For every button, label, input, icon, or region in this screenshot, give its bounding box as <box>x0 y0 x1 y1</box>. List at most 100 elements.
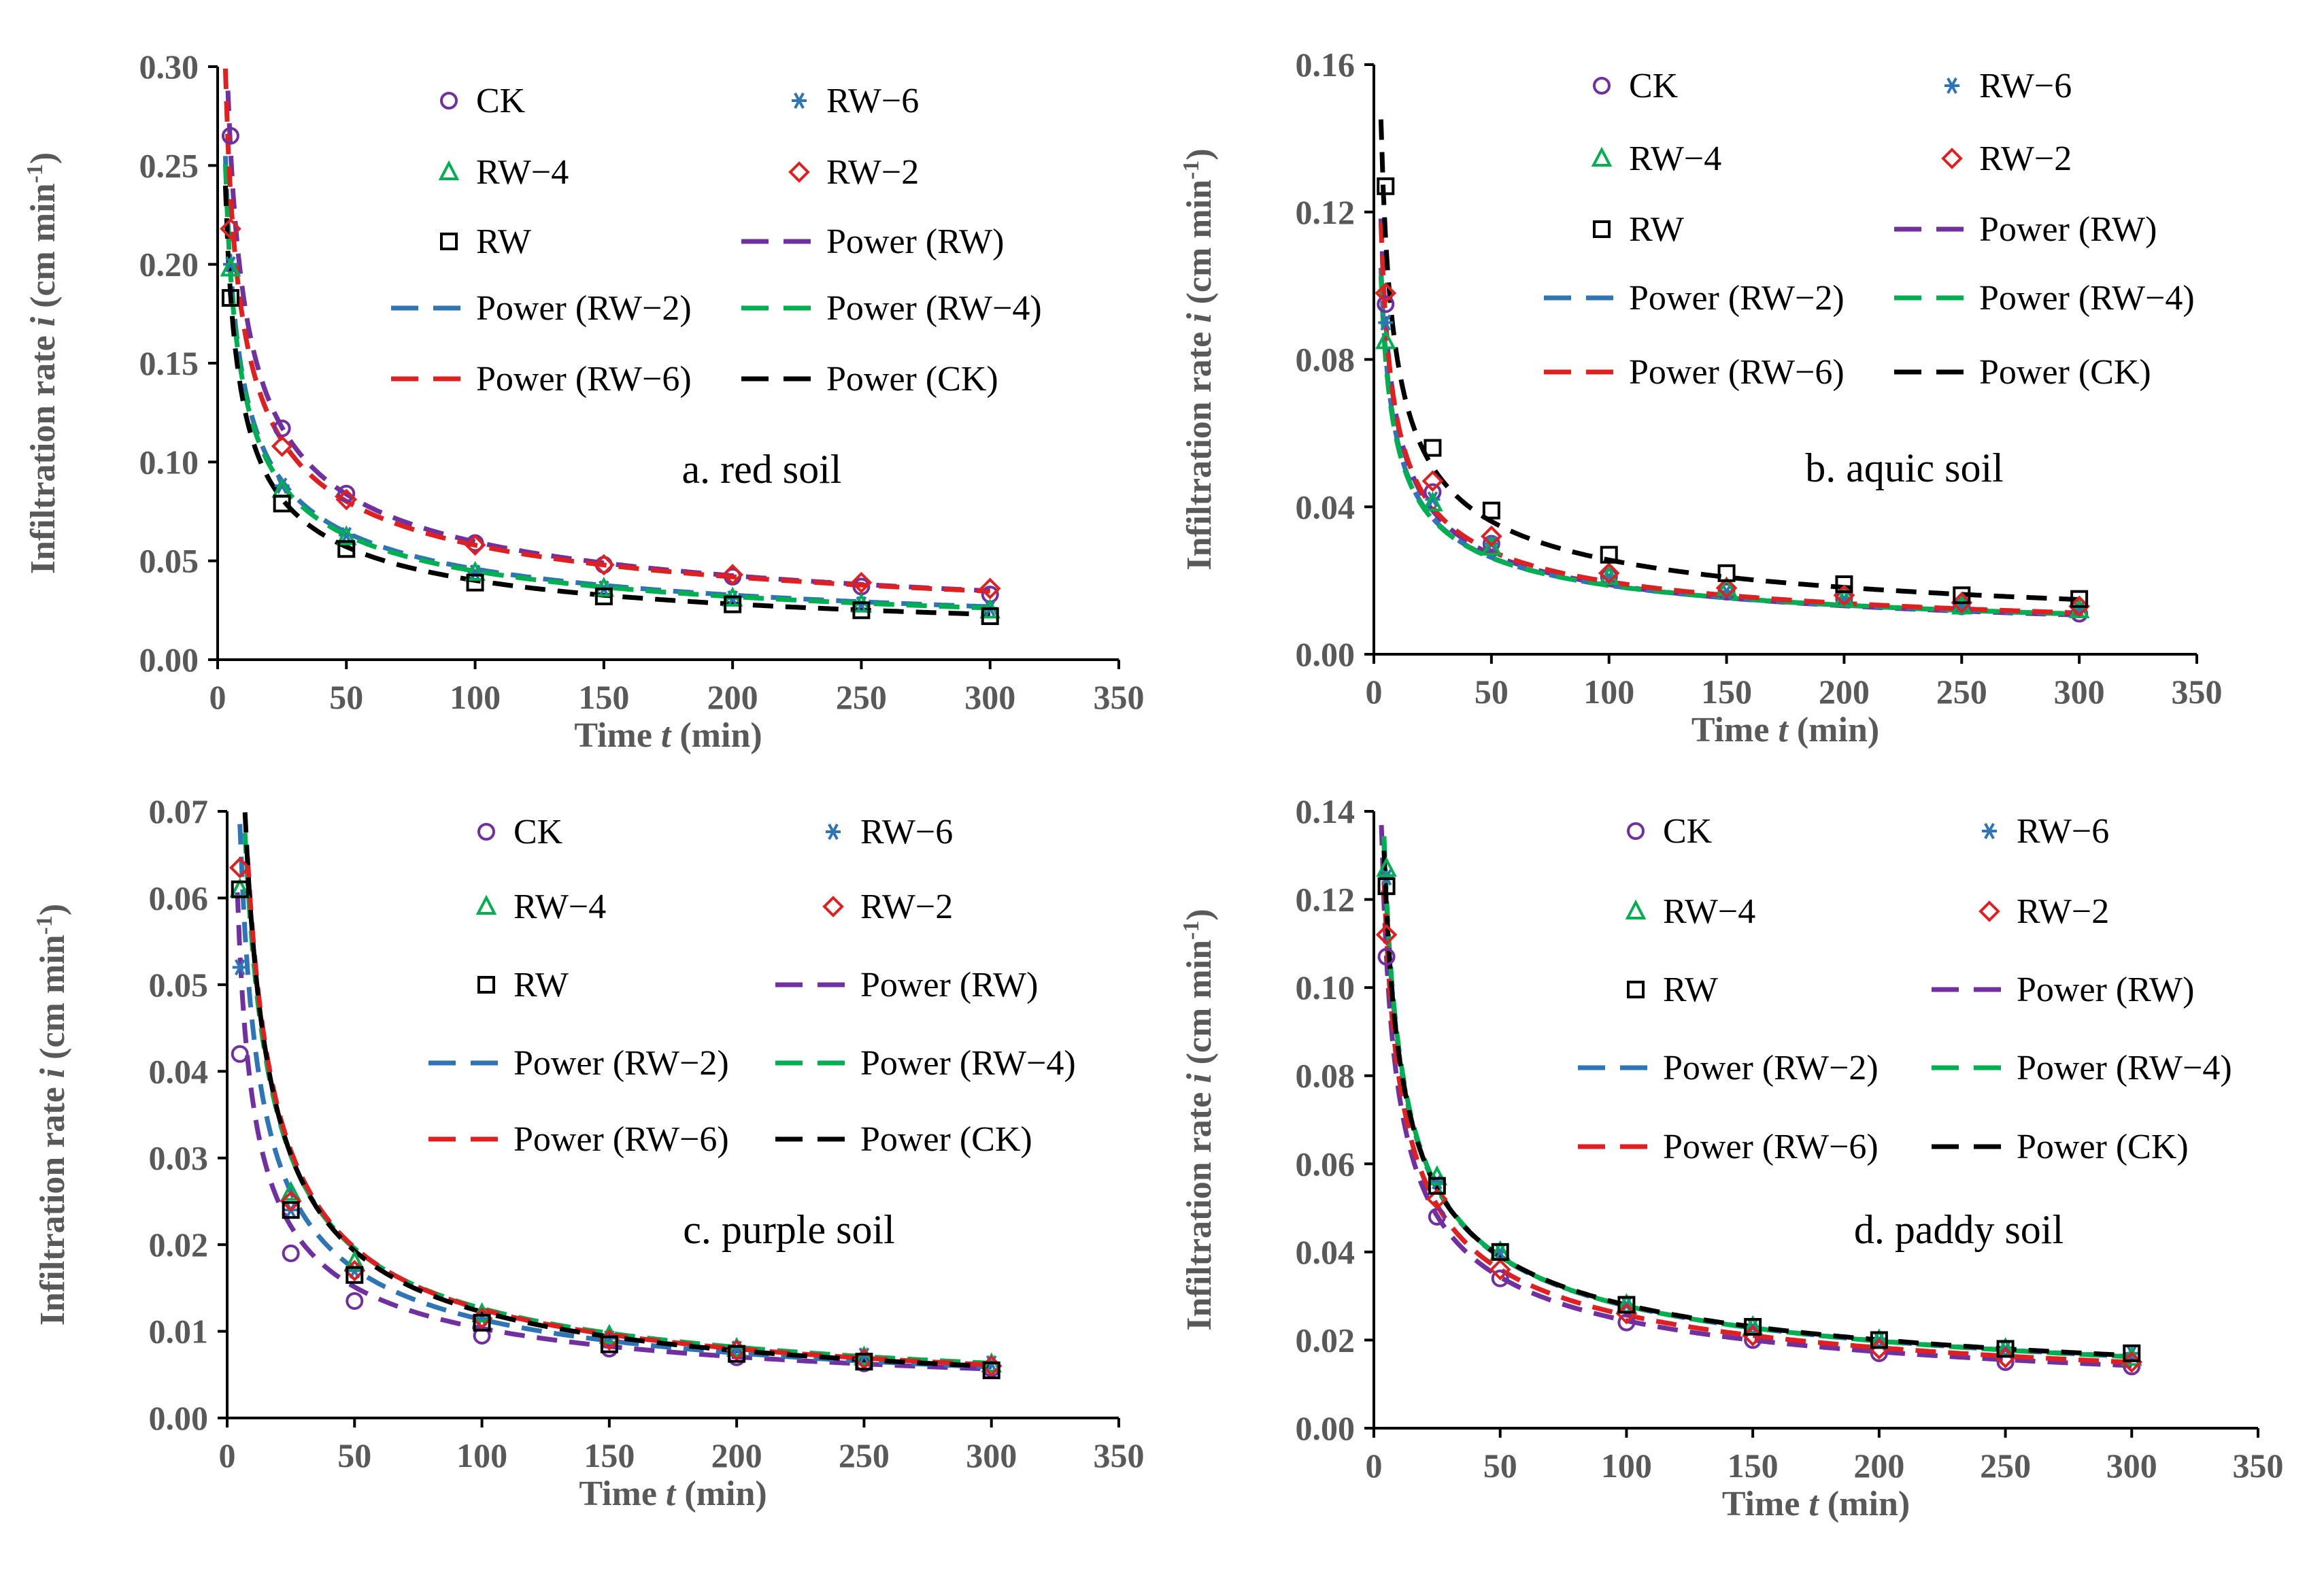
x-tick-label: 150 <box>578 678 629 716</box>
x-tick-label: 50 <box>329 678 363 716</box>
x-axis-label-suffix: (min) <box>1819 1485 1910 1523</box>
legend-label: RW−6 <box>826 82 919 120</box>
y-tick-label: 0.00 <box>139 641 199 679</box>
y-tick-label: 0.00 <box>1296 1409 1355 1447</box>
data-point-rw-2 <box>464 534 486 556</box>
data-point-rw-4 <box>593 577 615 597</box>
data-point-rw <box>337 540 356 558</box>
x-tick-label: 200 <box>1853 1447 1904 1485</box>
y-tick-label: 0.20 <box>139 246 199 284</box>
y-tick-label: 0.04 <box>1296 1233 1355 1271</box>
y-axis-label: Infiltration rate i (cm min-1) <box>1179 909 1219 1330</box>
data-point-ck <box>346 1291 364 1310</box>
x-tick-label: 0 <box>1366 673 1383 711</box>
data-point-rw <box>852 601 871 620</box>
data-point-rw-2 <box>1375 924 1398 946</box>
data-point-rw-2 <box>2121 1351 2143 1373</box>
data-point-rw <box>1996 1340 2015 1358</box>
y-axis-label-end: ) <box>24 152 63 164</box>
legend-label: Power (RW−2) <box>513 1044 729 1083</box>
legend-marker-rw-6 <box>1944 78 1959 94</box>
y-axis-label-end: ) <box>1180 148 1219 160</box>
data-point-rw-2 <box>1742 1325 1764 1347</box>
data-point-rw-4 <box>1426 1165 1448 1185</box>
legend-marker-ck <box>477 823 495 841</box>
data-point-rw-2 <box>1421 470 1444 492</box>
legend-label: Power (RW−4) <box>826 289 1042 328</box>
data-point-rw-2 <box>1598 562 1620 584</box>
x-tick-label: 350 <box>2233 1447 2284 1485</box>
y-tick-label: 0.16 <box>1296 46 1355 84</box>
legend-marker-rw-4 <box>438 160 460 180</box>
legend-label: Power (RW−2) <box>476 289 692 328</box>
data-point-rw <box>981 607 999 626</box>
legend-marker-rw-2 <box>1978 900 2000 922</box>
fit-line-power-rw-2 <box>1378 267 2080 617</box>
x-tick-label: 300 <box>2054 673 2105 711</box>
legend-label: RW−2 <box>860 888 953 926</box>
data-point-ck <box>337 484 356 503</box>
data-point-rw <box>728 1345 746 1363</box>
panel-a-red-soil: 0 50 100 150 200 250 300 350 0.00 0.05 0.10 0.15 0.2… <box>22 48 1145 755</box>
legend-marker-rw-6 <box>1982 823 1997 839</box>
data-point-rw <box>1482 501 1500 520</box>
data-point-rw <box>1953 586 1971 605</box>
x-axis-label: Time t (min) <box>574 716 762 755</box>
legend-label: CK <box>1629 67 1679 105</box>
data-point-rw <box>1424 439 1442 457</box>
y-tick-label: 0.14 <box>1296 792 1355 830</box>
legend-label: Power (RW−2) <box>1629 279 1845 318</box>
legend-marker-rw-4 <box>475 894 497 915</box>
data-point-rw <box>473 1313 491 1332</box>
x-tick-label: 300 <box>2106 1447 2157 1485</box>
panel-d-paddy-soil: 0 50 100 150 200 250 300 350 0.00 0.02 0.04 0.06 0.0… <box>1179 792 2284 1523</box>
legend-label: RW <box>476 222 531 261</box>
data-point-rw-2 <box>1868 1338 1890 1360</box>
legend-label: CK <box>476 82 526 120</box>
x-tick-label: 0 <box>1366 1447 1383 1485</box>
data-point-rw <box>724 595 742 613</box>
data-point-rw-2 <box>722 564 743 586</box>
x-tick-label: 250 <box>1936 673 1987 711</box>
y-tick-label: 0.05 <box>139 542 199 580</box>
panel-title: c. purple soil <box>683 1207 895 1252</box>
data-point-rw <box>1600 545 1618 564</box>
y-axis-label-prefix: Infiltration rate <box>33 1078 72 1325</box>
legend-label: RW−2 <box>2017 892 2109 931</box>
data-point-rw-4 <box>335 525 357 545</box>
data-point-rw-2 <box>979 577 1001 600</box>
y-tick-label: 0.06 <box>1296 1145 1355 1183</box>
data-point-rw <box>221 289 239 307</box>
data-point-rw-2 <box>1994 1347 2017 1369</box>
legend-label: RW−4 <box>476 153 569 192</box>
legend-label: Power (CK) <box>826 360 998 399</box>
x-tick-label: 350 <box>1094 678 1145 716</box>
data-point-rw-2 <box>593 554 615 576</box>
legend-marker-ck <box>440 92 458 109</box>
data-point-rw <box>600 1335 618 1353</box>
data-point-rw <box>2123 1344 2141 1362</box>
x-axis-label-suffix: (min) <box>671 716 762 755</box>
data-point-rw <box>231 880 249 898</box>
x-axis-label-var: t <box>1808 1485 1819 1523</box>
data-point-rw <box>1428 1177 1446 1195</box>
x-tick-label: 50 <box>337 1436 371 1474</box>
data-point-rw-4 <box>1376 856 1397 877</box>
y-axis-label-sup: -1 <box>1179 161 1204 180</box>
data-point-rw-6 <box>222 256 238 273</box>
legend-label: Power (RW) <box>860 966 1038 1004</box>
data-point-rw <box>1835 575 1853 594</box>
data-point-rw-6 <box>232 959 248 976</box>
data-point-rw <box>2070 590 2089 608</box>
y-tick-label: 0.30 <box>139 48 199 86</box>
fit-line-power-rw-6 <box>222 68 990 594</box>
y-axis-label-sup: -1 <box>32 915 57 934</box>
x-tick-label: 250 <box>839 1436 890 1474</box>
x-axis-label-suffix: (min) <box>675 1474 767 1513</box>
y-tick-label: 0.12 <box>1296 193 1355 231</box>
y-axis-label-prefix: Infiltration rate <box>1180 323 1219 571</box>
x-tick-label: 100 <box>1583 673 1634 711</box>
data-point-rw <box>466 573 484 592</box>
data-point-rw-2 <box>1615 1302 1638 1325</box>
